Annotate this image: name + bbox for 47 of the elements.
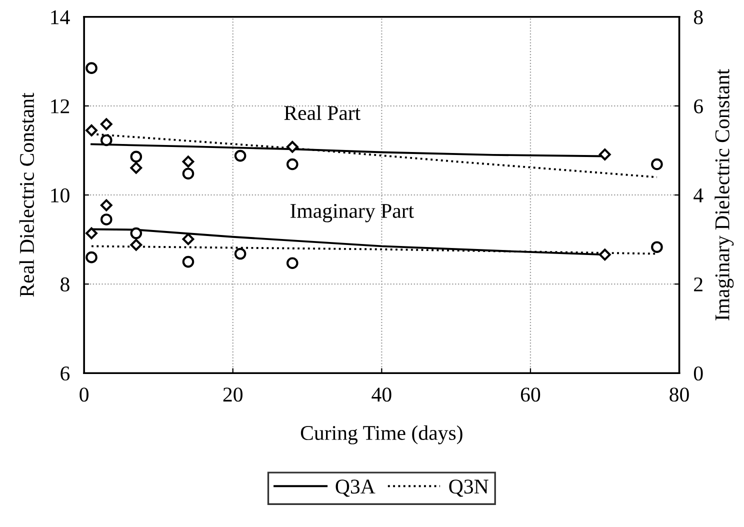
point <box>100 199 112 212</box>
y-tick-label: 8 <box>60 277 70 292</box>
annotation: Real Part <box>284 105 361 120</box>
point <box>651 241 663 253</box>
y2-tick-label: 0 <box>694 366 703 381</box>
point <box>130 227 142 240</box>
y-tick-label: 6 <box>60 366 70 381</box>
y2-axis-title: Imaginary Dielectric Constant <box>714 69 734 320</box>
point <box>100 134 112 146</box>
point <box>86 251 98 264</box>
x-axis-title: Curing Time (days) <box>300 425 462 444</box>
x-tick-label: 60 <box>520 388 540 402</box>
y-tick-label: 14 <box>51 10 70 24</box>
point <box>234 150 246 162</box>
point <box>130 150 142 163</box>
y-tick-label: 10 <box>51 188 70 202</box>
y2-tick-label: 2 <box>694 277 702 292</box>
x-tick-label: 40 <box>372 388 392 402</box>
x-tick-label: 0 <box>80 388 88 402</box>
annotation: Imaginary Part <box>290 204 414 222</box>
y-axis-title: Real Dielectric Constant <box>19 92 34 297</box>
point <box>130 238 142 251</box>
point <box>182 256 194 268</box>
point <box>182 233 194 246</box>
point <box>182 156 194 168</box>
point <box>86 227 98 240</box>
point <box>286 140 298 153</box>
point <box>598 148 611 160</box>
y-tick-label: 12 <box>51 99 70 114</box>
point <box>130 162 142 174</box>
point <box>598 248 611 261</box>
legend-label: Q3N <box>449 480 488 497</box>
x-tick-label: 80 <box>670 388 689 402</box>
y2-tick-label: 4 <box>694 188 704 202</box>
point <box>234 248 246 260</box>
point <box>86 62 98 74</box>
point <box>651 158 663 170</box>
point <box>86 124 98 136</box>
point <box>100 214 112 226</box>
x-tick-label: 20 <box>223 388 242 402</box>
point <box>286 158 298 170</box>
point <box>182 168 194 180</box>
legend-label: Q3A <box>336 480 376 497</box>
y2-tick-label: 6 <box>694 99 703 114</box>
y2-tick-label: 8 <box>694 10 703 24</box>
point <box>100 118 112 130</box>
point <box>286 257 298 270</box>
